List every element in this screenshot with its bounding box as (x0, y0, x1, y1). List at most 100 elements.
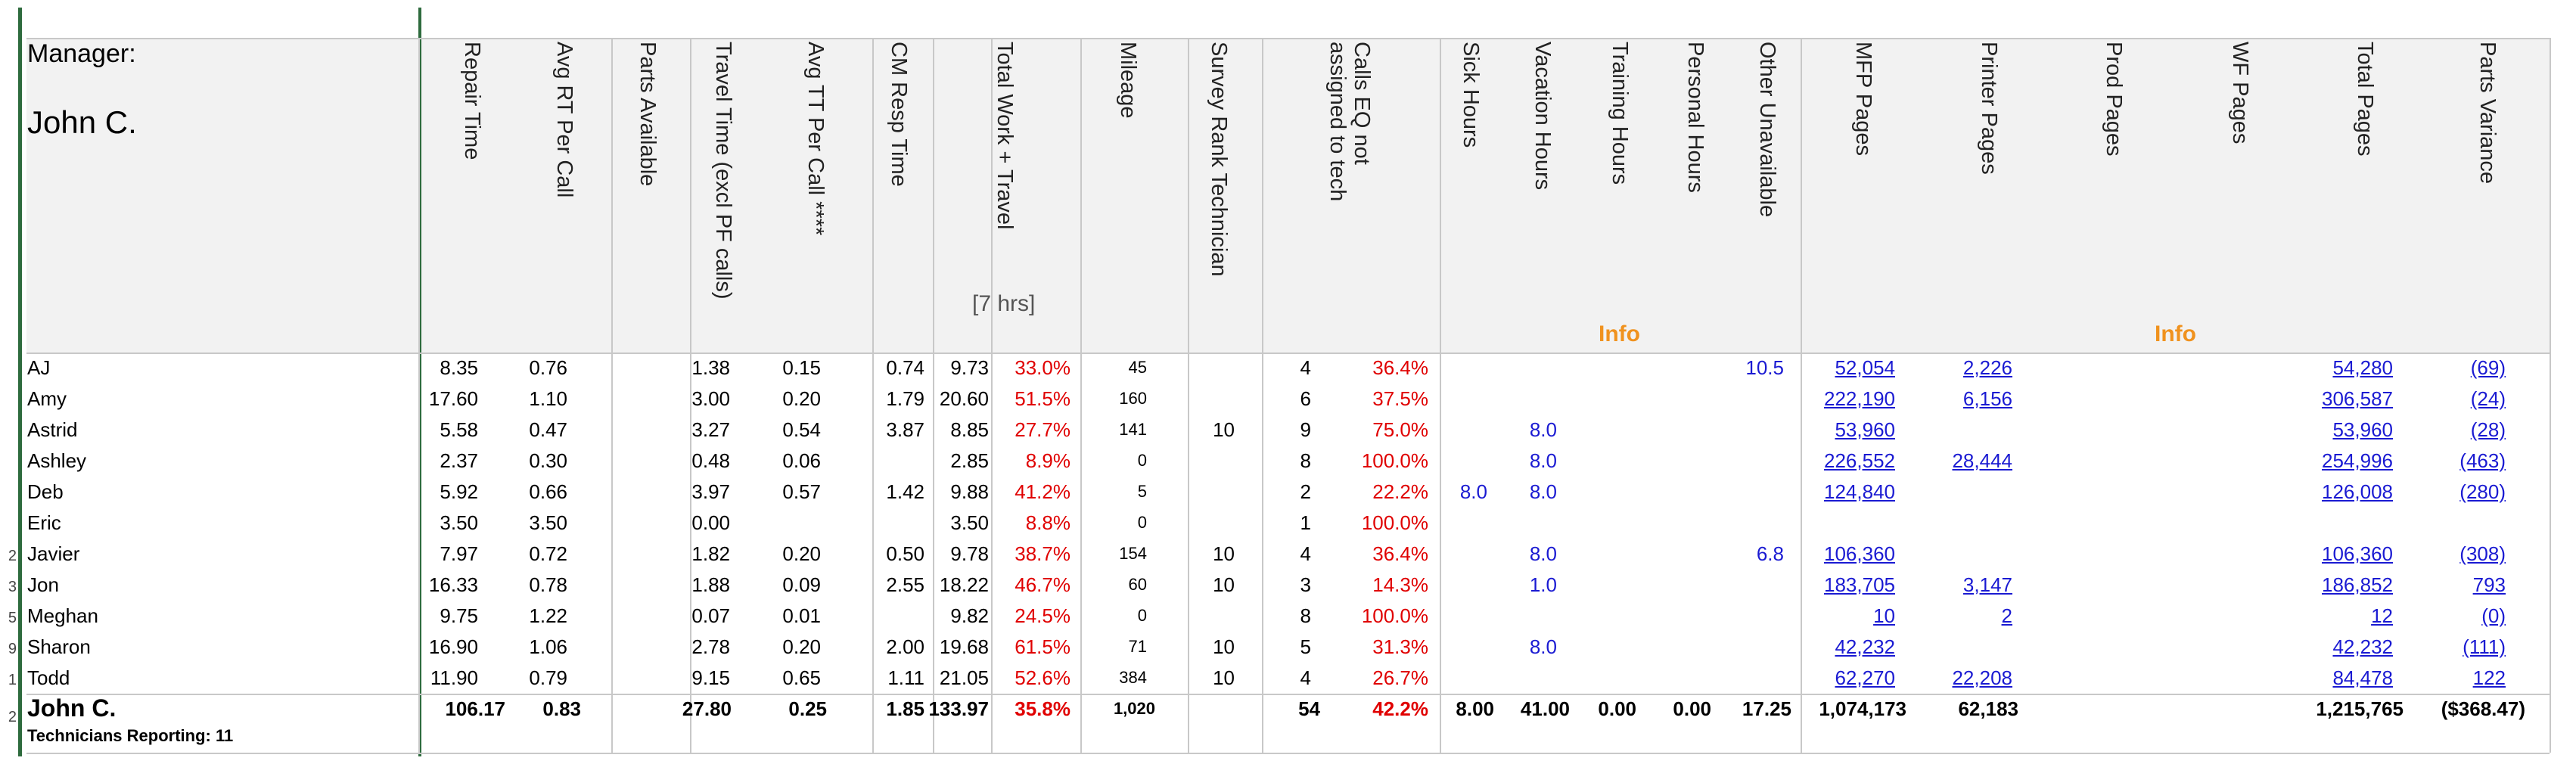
cell-mfp[interactable]: 42,232 (1835, 635, 1895, 658)
cell-printer[interactable]: 28,444 (1952, 449, 2012, 472)
column-divider (1080, 38, 1082, 753)
header-sick-hours[interactable]: Sick Hours (1459, 42, 1483, 148)
header-printer-pages[interactable]: Printer Pages (1977, 42, 2001, 175)
header-avg-rt[interactable]: Avg RT Per Call (552, 42, 576, 198)
technician-name[interactable]: Deb (27, 480, 64, 503)
header-parts-available[interactable]: Parts Available (635, 42, 660, 187)
cell-calls: 6 (1300, 387, 1311, 410)
cell-cm: 1.11 (887, 666, 924, 689)
header-mfp-pages[interactable]: MFP Pages (1851, 42, 1875, 156)
total-total-pages: 1,215,765 (2316, 697, 2404, 720)
cell-total-pages[interactable]: 306,587 (2322, 387, 2393, 410)
cell-total-pages[interactable]: 54,280 (2332, 356, 2393, 379)
cell-variance[interactable]: 122 (2472, 666, 2506, 689)
header-cm-resp[interactable]: CM Resp Time (887, 42, 911, 187)
header-vacation-hours[interactable]: Vacation Hours (1530, 42, 1555, 191)
cell-mfp[interactable]: 10 (1873, 604, 1895, 627)
cell-total-pages[interactable]: 12 (2371, 604, 2393, 627)
cell-calls: 2 (1300, 480, 1311, 503)
cell-total-pages[interactable]: 106,360 (2322, 542, 2393, 565)
cell-variance[interactable]: (0) (2481, 604, 2506, 627)
total-cm: 1.85 (886, 697, 924, 720)
freeze-pane-divider-col (418, 8, 421, 756)
cell-total: 20.60 (939, 387, 989, 410)
total-manager-name: John C. (27, 694, 117, 722)
cell-vac: 8.0 (1529, 542, 1557, 565)
header-training-hours[interactable]: Training Hours (1608, 42, 1632, 185)
cell-mileage: 0 (1137, 451, 1147, 470)
header-calls-eq[interactable]: Calls EQ not assigned to tech (1325, 42, 1374, 201)
technician-name[interactable]: AJ (27, 356, 51, 379)
header-prod-pages[interactable]: Prod Pages (2102, 42, 2126, 157)
cell-total-pages[interactable]: 84,478 (2332, 666, 2393, 689)
cell-mfp[interactable]: 124,840 (1824, 480, 1895, 503)
header-personal-hours[interactable]: Personal Hours (1683, 42, 1707, 193)
technician-name[interactable]: Meghan (27, 604, 98, 627)
cell-mileage: 160 (1119, 389, 1147, 408)
cell-avg-tt: 0.06 (782, 449, 821, 472)
header-calls-eq-line2: assigned to tech (1325, 42, 1350, 202)
cell-variance[interactable]: (24) (2470, 387, 2506, 410)
column-divider (872, 38, 874, 753)
cell-printer[interactable]: 3,147 (1962, 573, 2012, 596)
cell-mfp[interactable]: 62,270 (1835, 666, 1895, 689)
cell-total: 2.85 (950, 449, 989, 472)
header-other-unavailable[interactable]: Other Unavailable (1755, 42, 1779, 218)
cell-repair: 17.60 (428, 387, 478, 410)
cell-travel: 1.82 (691, 542, 730, 565)
column-divider (418, 38, 420, 753)
header-travel-time[interactable]: Travel Time (excl PF calls) (711, 42, 735, 300)
technician-name[interactable]: Ashley (27, 449, 87, 472)
cell-total-pages[interactable]: 254,996 (2322, 449, 2393, 472)
cell-calls-pct: 31.3% (1372, 635, 1428, 658)
cell-mfp[interactable]: 222,190 (1824, 387, 1895, 410)
cell-printer[interactable]: 2 (2001, 604, 2012, 627)
header-survey-rank[interactable]: Survey Rank Technician (1207, 42, 1231, 277)
total-mfp: 1,074,173 (1819, 697, 1906, 720)
cell-variance[interactable]: (308) (2459, 542, 2506, 565)
cell-printer[interactable]: 22,208 (1952, 666, 2012, 689)
cell-total: 21.05 (939, 666, 989, 689)
cell-total: 9.88 (950, 480, 989, 503)
cell-variance[interactable]: (111) (2463, 635, 2506, 658)
technician-name[interactable]: Amy (27, 387, 67, 410)
cell-mfp[interactable]: 183,705 (1824, 573, 1895, 596)
header-parts-variance[interactable]: Parts Variance (2475, 42, 2500, 185)
cell-mfp[interactable]: 106,360 (1824, 542, 1895, 565)
cell-calls: 3 (1300, 573, 1311, 596)
cell-total-pages[interactable]: 126,008 (2322, 480, 2393, 503)
cell-total-pages[interactable]: 186,852 (2322, 573, 2393, 596)
header-band (26, 38, 2550, 352)
header-total-pages[interactable]: Total Pages (2353, 42, 2377, 157)
cell-mfp[interactable]: 226,552 (1824, 449, 1895, 472)
technician-name[interactable]: Astrid (27, 418, 78, 441)
cell-avg-rt: 3.50 (529, 511, 567, 534)
cell-total-pages[interactable]: 42,232 (2332, 635, 2393, 658)
cell-printer[interactable]: 2,226 (1962, 356, 2012, 379)
header-wf-pages[interactable]: WF Pages (2228, 42, 2252, 144)
header-repair-time[interactable]: Repair Time (460, 42, 484, 160)
technician-name[interactable]: Sharon (27, 635, 91, 658)
cell-variance[interactable]: 793 (2472, 573, 2506, 596)
cell-cm: 1.79 (886, 387, 924, 410)
cell-calls-pct: 22.2% (1372, 480, 1428, 503)
header-mileage[interactable]: Mileage (1116, 42, 1140, 119)
cell-printer[interactable]: 6,156 (1962, 387, 2012, 410)
cell-repair: 5.92 (440, 480, 478, 503)
cell-total-pages[interactable]: 53,960 (2332, 418, 2393, 441)
technician-name[interactable]: Todd (27, 666, 70, 689)
technician-name[interactable]: Javier (27, 542, 80, 565)
cell-variance[interactable]: (69) (2470, 356, 2506, 379)
cell-variance[interactable]: (280) (2459, 480, 2506, 503)
cell-pct: 8.9% (1025, 449, 1070, 472)
cell-mfp[interactable]: 52,054 (1835, 356, 1895, 379)
column-divider (611, 38, 613, 753)
technician-name[interactable]: Eric (27, 511, 61, 534)
cell-repair: 9.75 (440, 604, 478, 627)
header-total-work[interactable]: Total Work + Travel (993, 42, 1017, 230)
cell-variance[interactable]: (463) (2459, 449, 2506, 472)
cell-variance[interactable]: (28) (2470, 418, 2506, 441)
cell-mfp[interactable]: 53,960 (1835, 418, 1895, 441)
technician-name[interactable]: Jon (27, 573, 59, 596)
header-avg-tt[interactable]: Avg TT Per Call **** (803, 42, 828, 236)
